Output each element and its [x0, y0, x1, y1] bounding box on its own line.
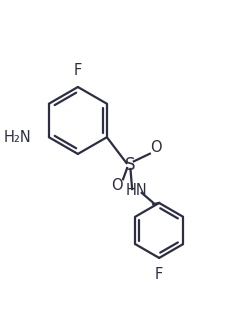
Text: O: O — [150, 140, 162, 155]
Text: F: F — [155, 267, 163, 282]
Text: O: O — [111, 178, 123, 193]
Text: H₂N: H₂N — [4, 130, 32, 145]
Text: S: S — [125, 156, 136, 174]
Text: F: F — [74, 63, 82, 78]
Text: HN: HN — [126, 183, 147, 198]
